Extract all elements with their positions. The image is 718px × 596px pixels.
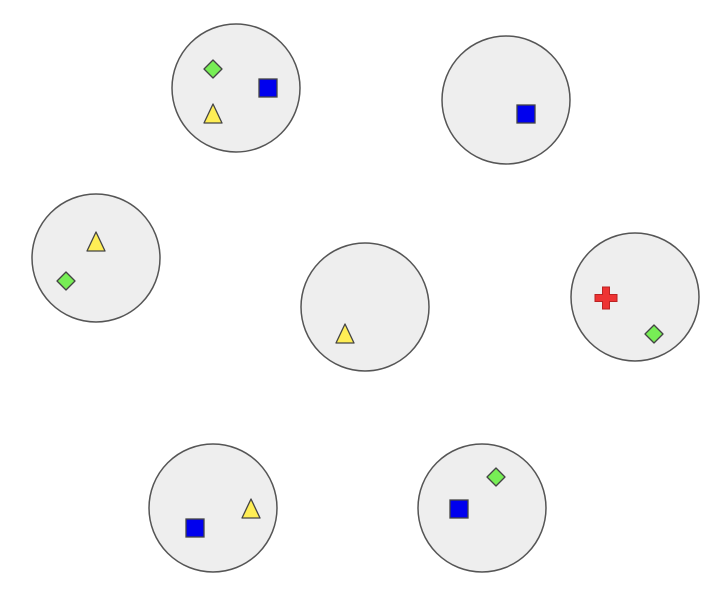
diamond-icon — [486, 467, 506, 487]
diamond-icon — [644, 324, 664, 344]
circle — [171, 23, 301, 153]
circle-top-left — [171, 23, 301, 153]
circle-bottom-left — [148, 443, 278, 573]
circle-middle-right — [570, 232, 700, 362]
diamond-icon — [56, 271, 76, 291]
triangle-icon — [203, 103, 223, 124]
circle-bottom-right — [417, 443, 547, 573]
square-icon — [185, 518, 205, 538]
triangle-icon — [86, 231, 106, 252]
triangle-icon — [335, 323, 355, 344]
square-icon — [516, 104, 536, 124]
cross-icon — [594, 286, 618, 310]
circle-middle-left — [31, 193, 161, 323]
circle — [31, 193, 161, 323]
circle — [570, 232, 700, 362]
diamond-icon — [203, 59, 223, 79]
square-icon — [258, 78, 278, 98]
circle — [148, 443, 278, 573]
square-icon — [449, 499, 469, 519]
circle-center — [300, 242, 430, 372]
circle — [300, 242, 430, 372]
triangle-icon — [241, 498, 261, 519]
circle — [441, 35, 571, 165]
circle-top-right — [441, 35, 571, 165]
circle — [417, 443, 547, 573]
